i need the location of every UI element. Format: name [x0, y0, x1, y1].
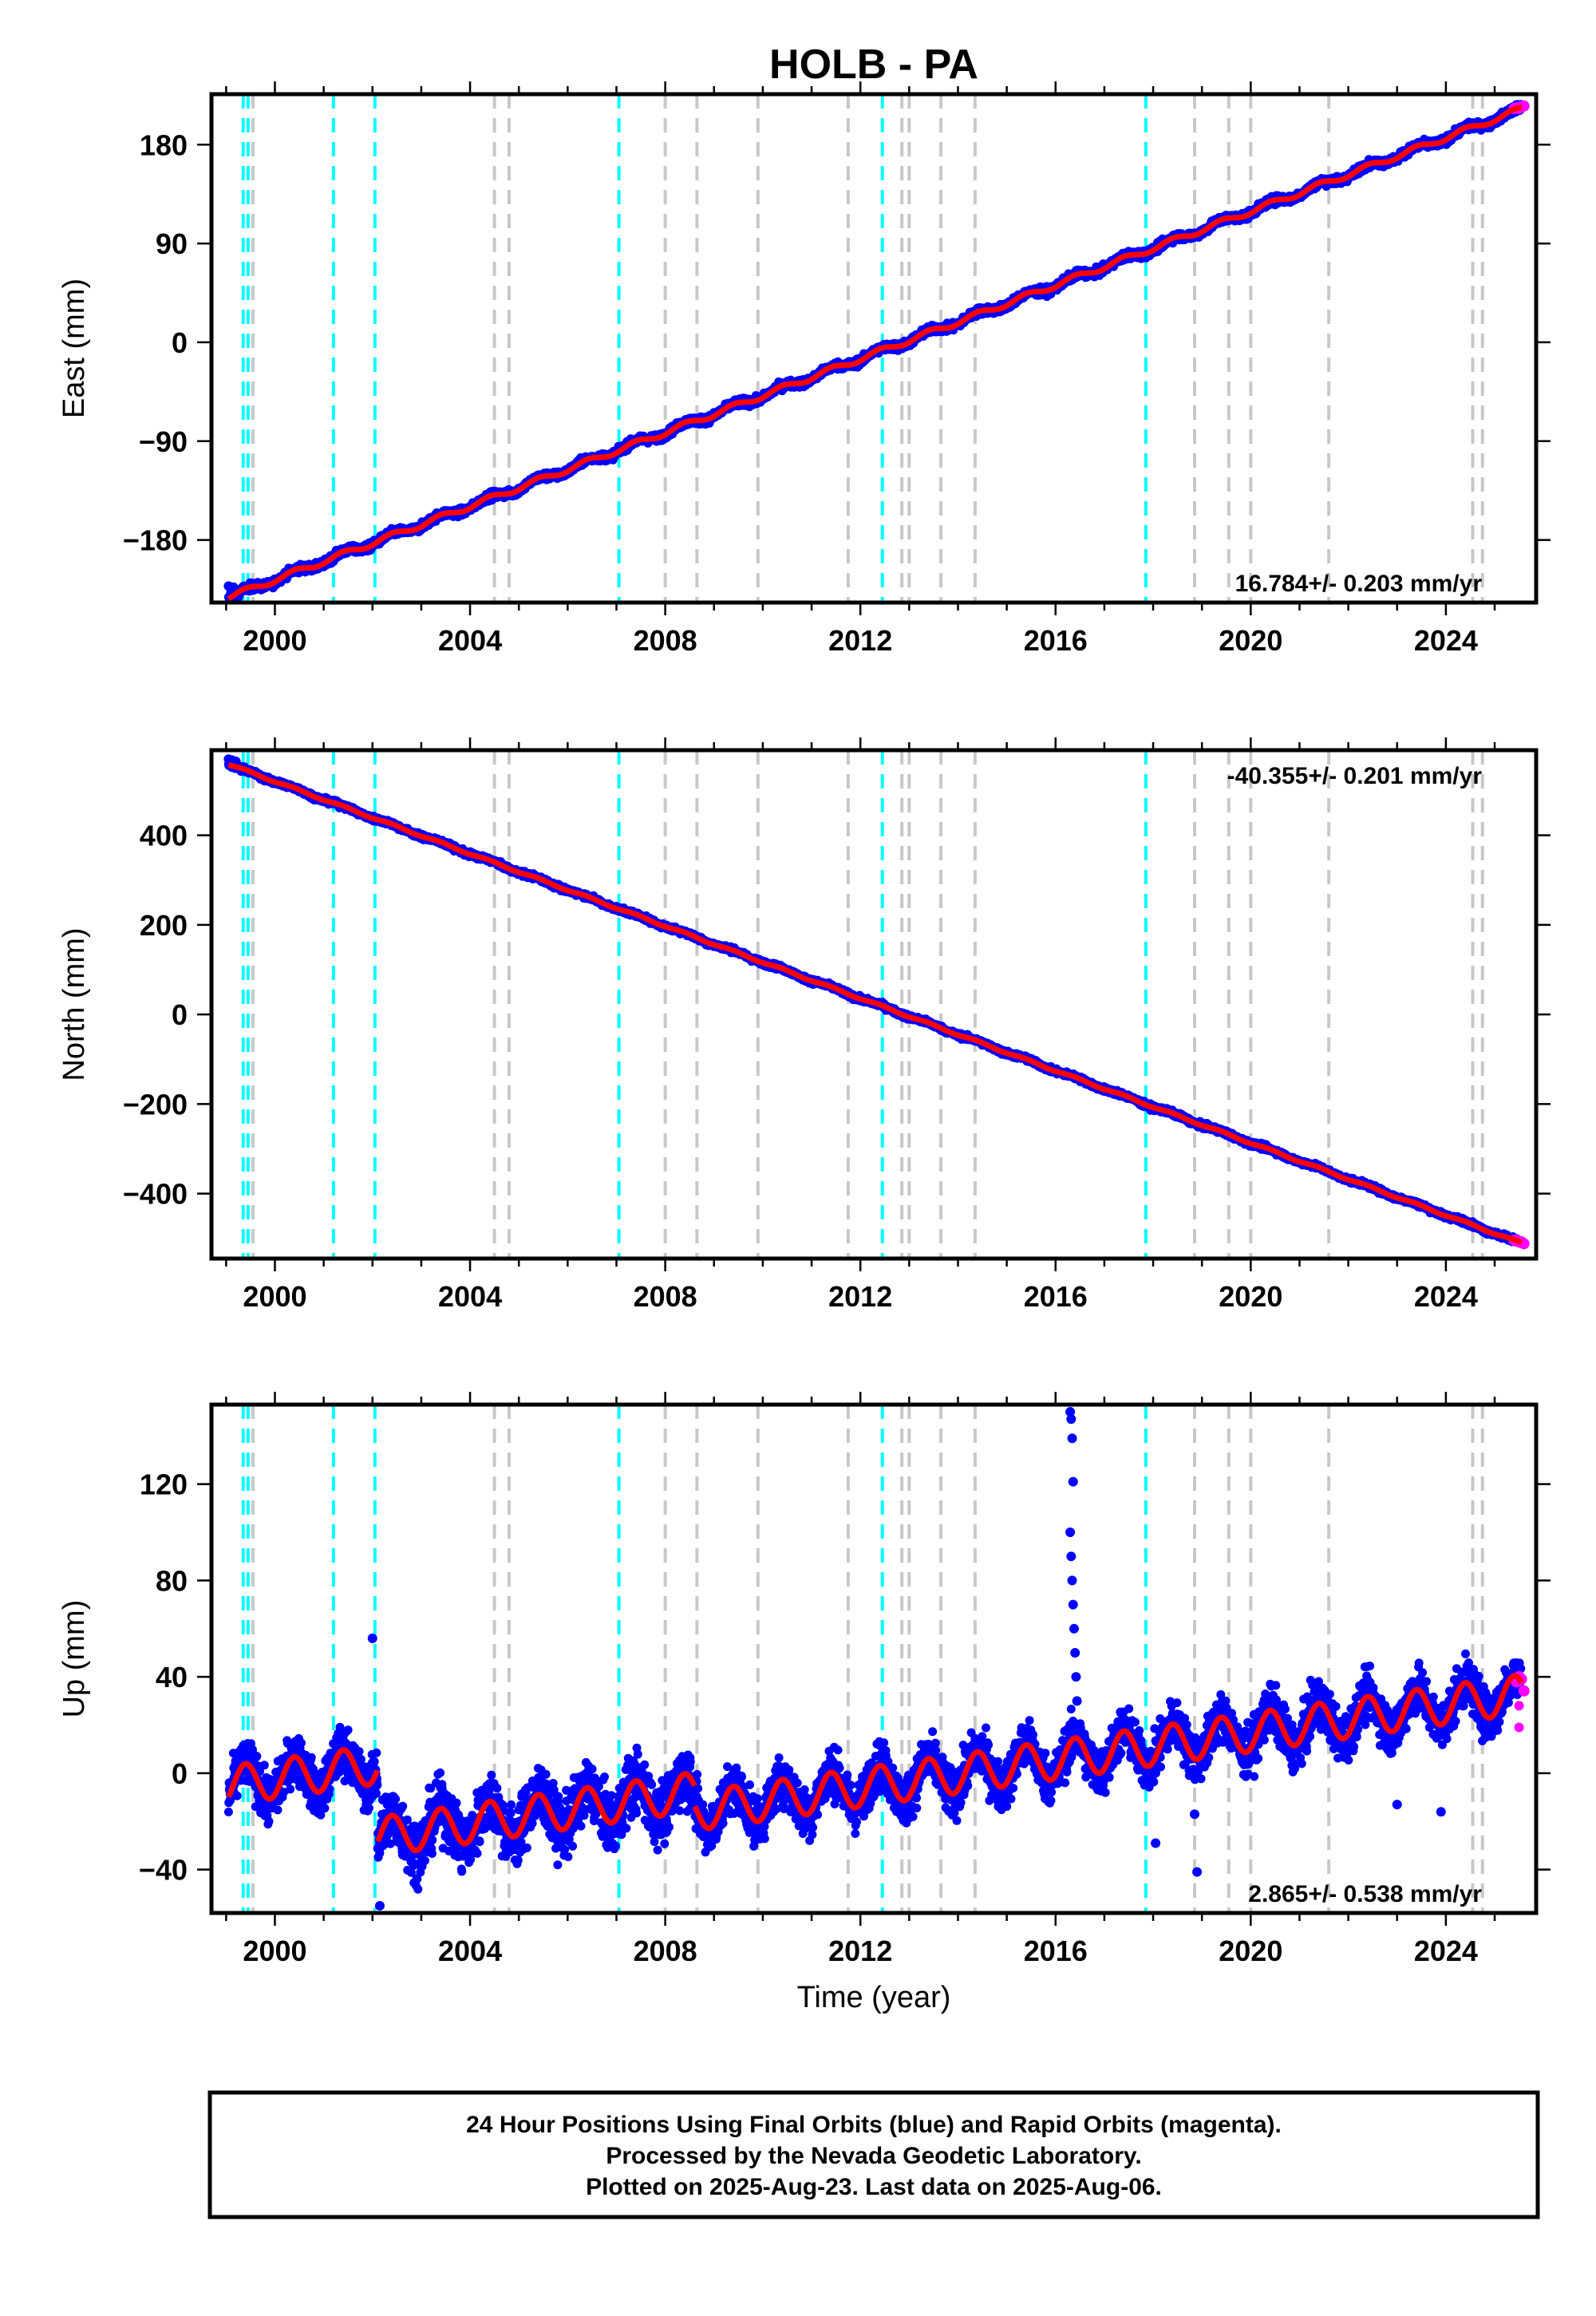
x-tick-label: 2012 — [828, 624, 892, 657]
north-panel: 2000 2004 2008 2012 2016 2020 20244002000−200−… — [57, 737, 1551, 1313]
x-tick-label: 2016 — [1024, 624, 1088, 657]
y-tick-label: −90 — [139, 425, 188, 458]
y-tick-label: −180 — [123, 524, 188, 557]
chart-title: HOLB - PA — [769, 41, 978, 88]
y-tick-label: 90 — [156, 227, 188, 260]
x-tick-label: 2024 — [1414, 624, 1478, 657]
plot-area — [223, 750, 1530, 1259]
x-tick-label: 2004 — [438, 624, 502, 657]
east-panel: 2000 2004 2008 2012 2016 2020 2024 180 90 0 −90 −18… — [57, 81, 1551, 657]
plot-area — [223, 94, 1530, 603]
x-tick-label: 2008 — [634, 624, 697, 657]
rate-annotation: 16.784+/- 0.203 mm/yr — [1235, 571, 1483, 597]
y-axis-label: East (mm) — [57, 279, 91, 418]
x-tick-label: 2000 — [243, 624, 306, 657]
x-tick-label: 2020 — [1219, 624, 1282, 657]
y-tick-label: 0 — [172, 326, 188, 359]
y-tick-label: 180 — [140, 128, 188, 161]
